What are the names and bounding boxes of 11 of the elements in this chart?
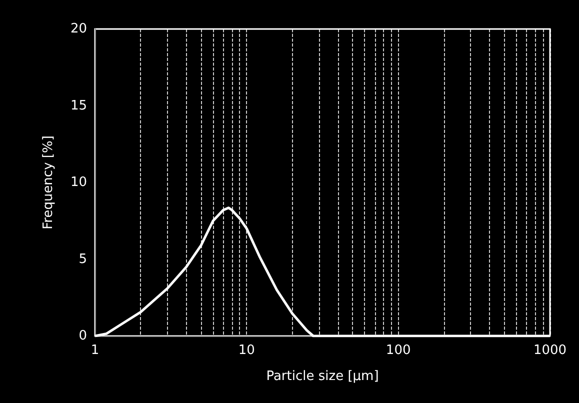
x-tick-label: 1000 xyxy=(533,343,567,358)
y-tick-label: 10 xyxy=(70,175,87,190)
x-tick-label: 100 xyxy=(386,343,411,358)
y-axis-title: Frequency [%] xyxy=(41,136,56,230)
y-tick-label: 20 xyxy=(70,22,87,36)
x-axis-title: Particle size [µm] xyxy=(266,369,379,384)
x-tick-label: 10 xyxy=(238,343,255,358)
y-tick-label: 15 xyxy=(70,98,87,114)
x-tick-label: 1 xyxy=(90,343,100,358)
y-tick-label: 0 xyxy=(78,328,87,344)
y-tick-label: 5 xyxy=(78,252,87,267)
